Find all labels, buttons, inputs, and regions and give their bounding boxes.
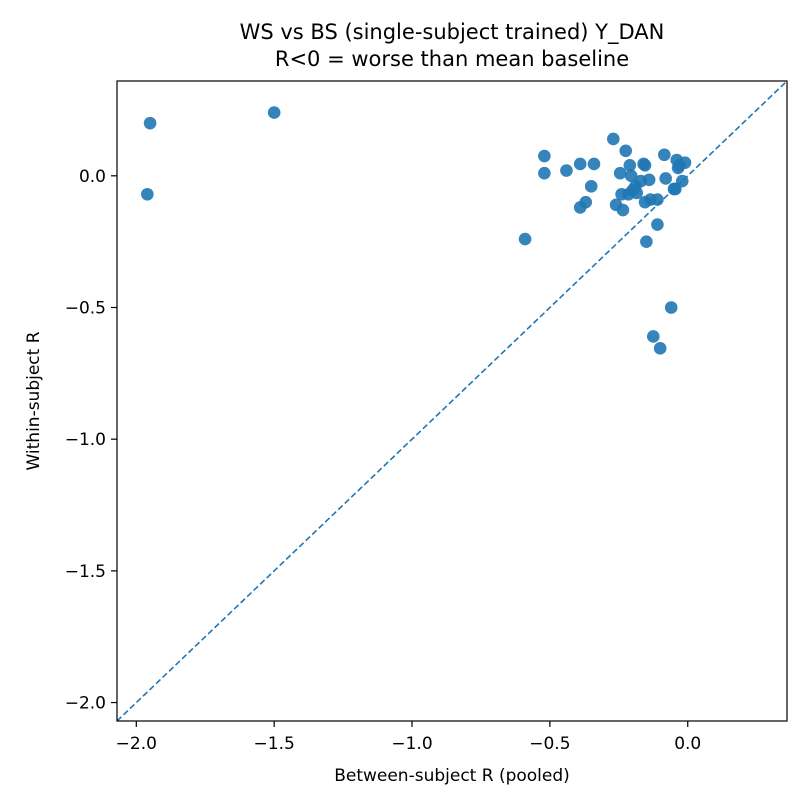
data-point (584, 180, 598, 193)
data-point (141, 187, 154, 201)
x-axis-ticks: −2.0 −1.5 −1.0 −0.5 0.0 (116, 721, 701, 754)
y-axis-label: Within-subject R (24, 331, 44, 470)
data-point (573, 157, 587, 171)
data-point (623, 158, 637, 172)
data-point (651, 218, 664, 231)
y-tick-label: 0.0 (79, 167, 106, 187)
y-tick-label: −0.5 (65, 299, 106, 319)
x-tick-label: −1.5 (254, 734, 295, 754)
x-tick-label: −1.0 (391, 734, 432, 754)
data-point (613, 166, 627, 180)
plot-frame (116, 80, 788, 722)
data-point (642, 173, 656, 187)
data-point (587, 157, 601, 171)
x-axis-label: Between-subject R (pooled) (334, 766, 570, 786)
data-point (664, 301, 678, 314)
data-point (659, 172, 672, 185)
data-point (619, 144, 633, 158)
data-point (678, 156, 692, 169)
y-tick-label: −1.5 (65, 562, 106, 582)
data-point (616, 203, 630, 217)
x-tick-label: −0.5 (529, 734, 570, 754)
y-tick-label: −1.0 (65, 430, 106, 450)
data-point (518, 232, 532, 246)
x-tick-label: −2.0 (116, 734, 157, 754)
identity-reference-line (117, 81, 787, 721)
data-points (141, 106, 692, 355)
chart-subtitle: R<0 = worse than mean baseline (275, 47, 629, 71)
data-point (658, 148, 671, 162)
data-point (143, 116, 157, 130)
data-point (267, 106, 281, 119)
data-point (606, 132, 620, 146)
data-point (646, 330, 660, 343)
data-point (579, 195, 593, 209)
data-point (653, 342, 667, 355)
x-tick-label: 0.0 (674, 734, 701, 754)
chart-title: WS vs BS (single-subject trained) Y_DAN (240, 20, 665, 45)
y-axis-ticks: −2.0 −1.5 −1.0 −0.5 0.0 (65, 167, 117, 714)
y-tick-label: −2.0 (65, 694, 106, 714)
data-point (560, 164, 573, 177)
data-point (638, 158, 652, 172)
data-point (630, 186, 644, 200)
data-point (640, 235, 653, 248)
data-point (538, 166, 551, 180)
data-point (538, 149, 551, 163)
data-point (624, 169, 638, 183)
